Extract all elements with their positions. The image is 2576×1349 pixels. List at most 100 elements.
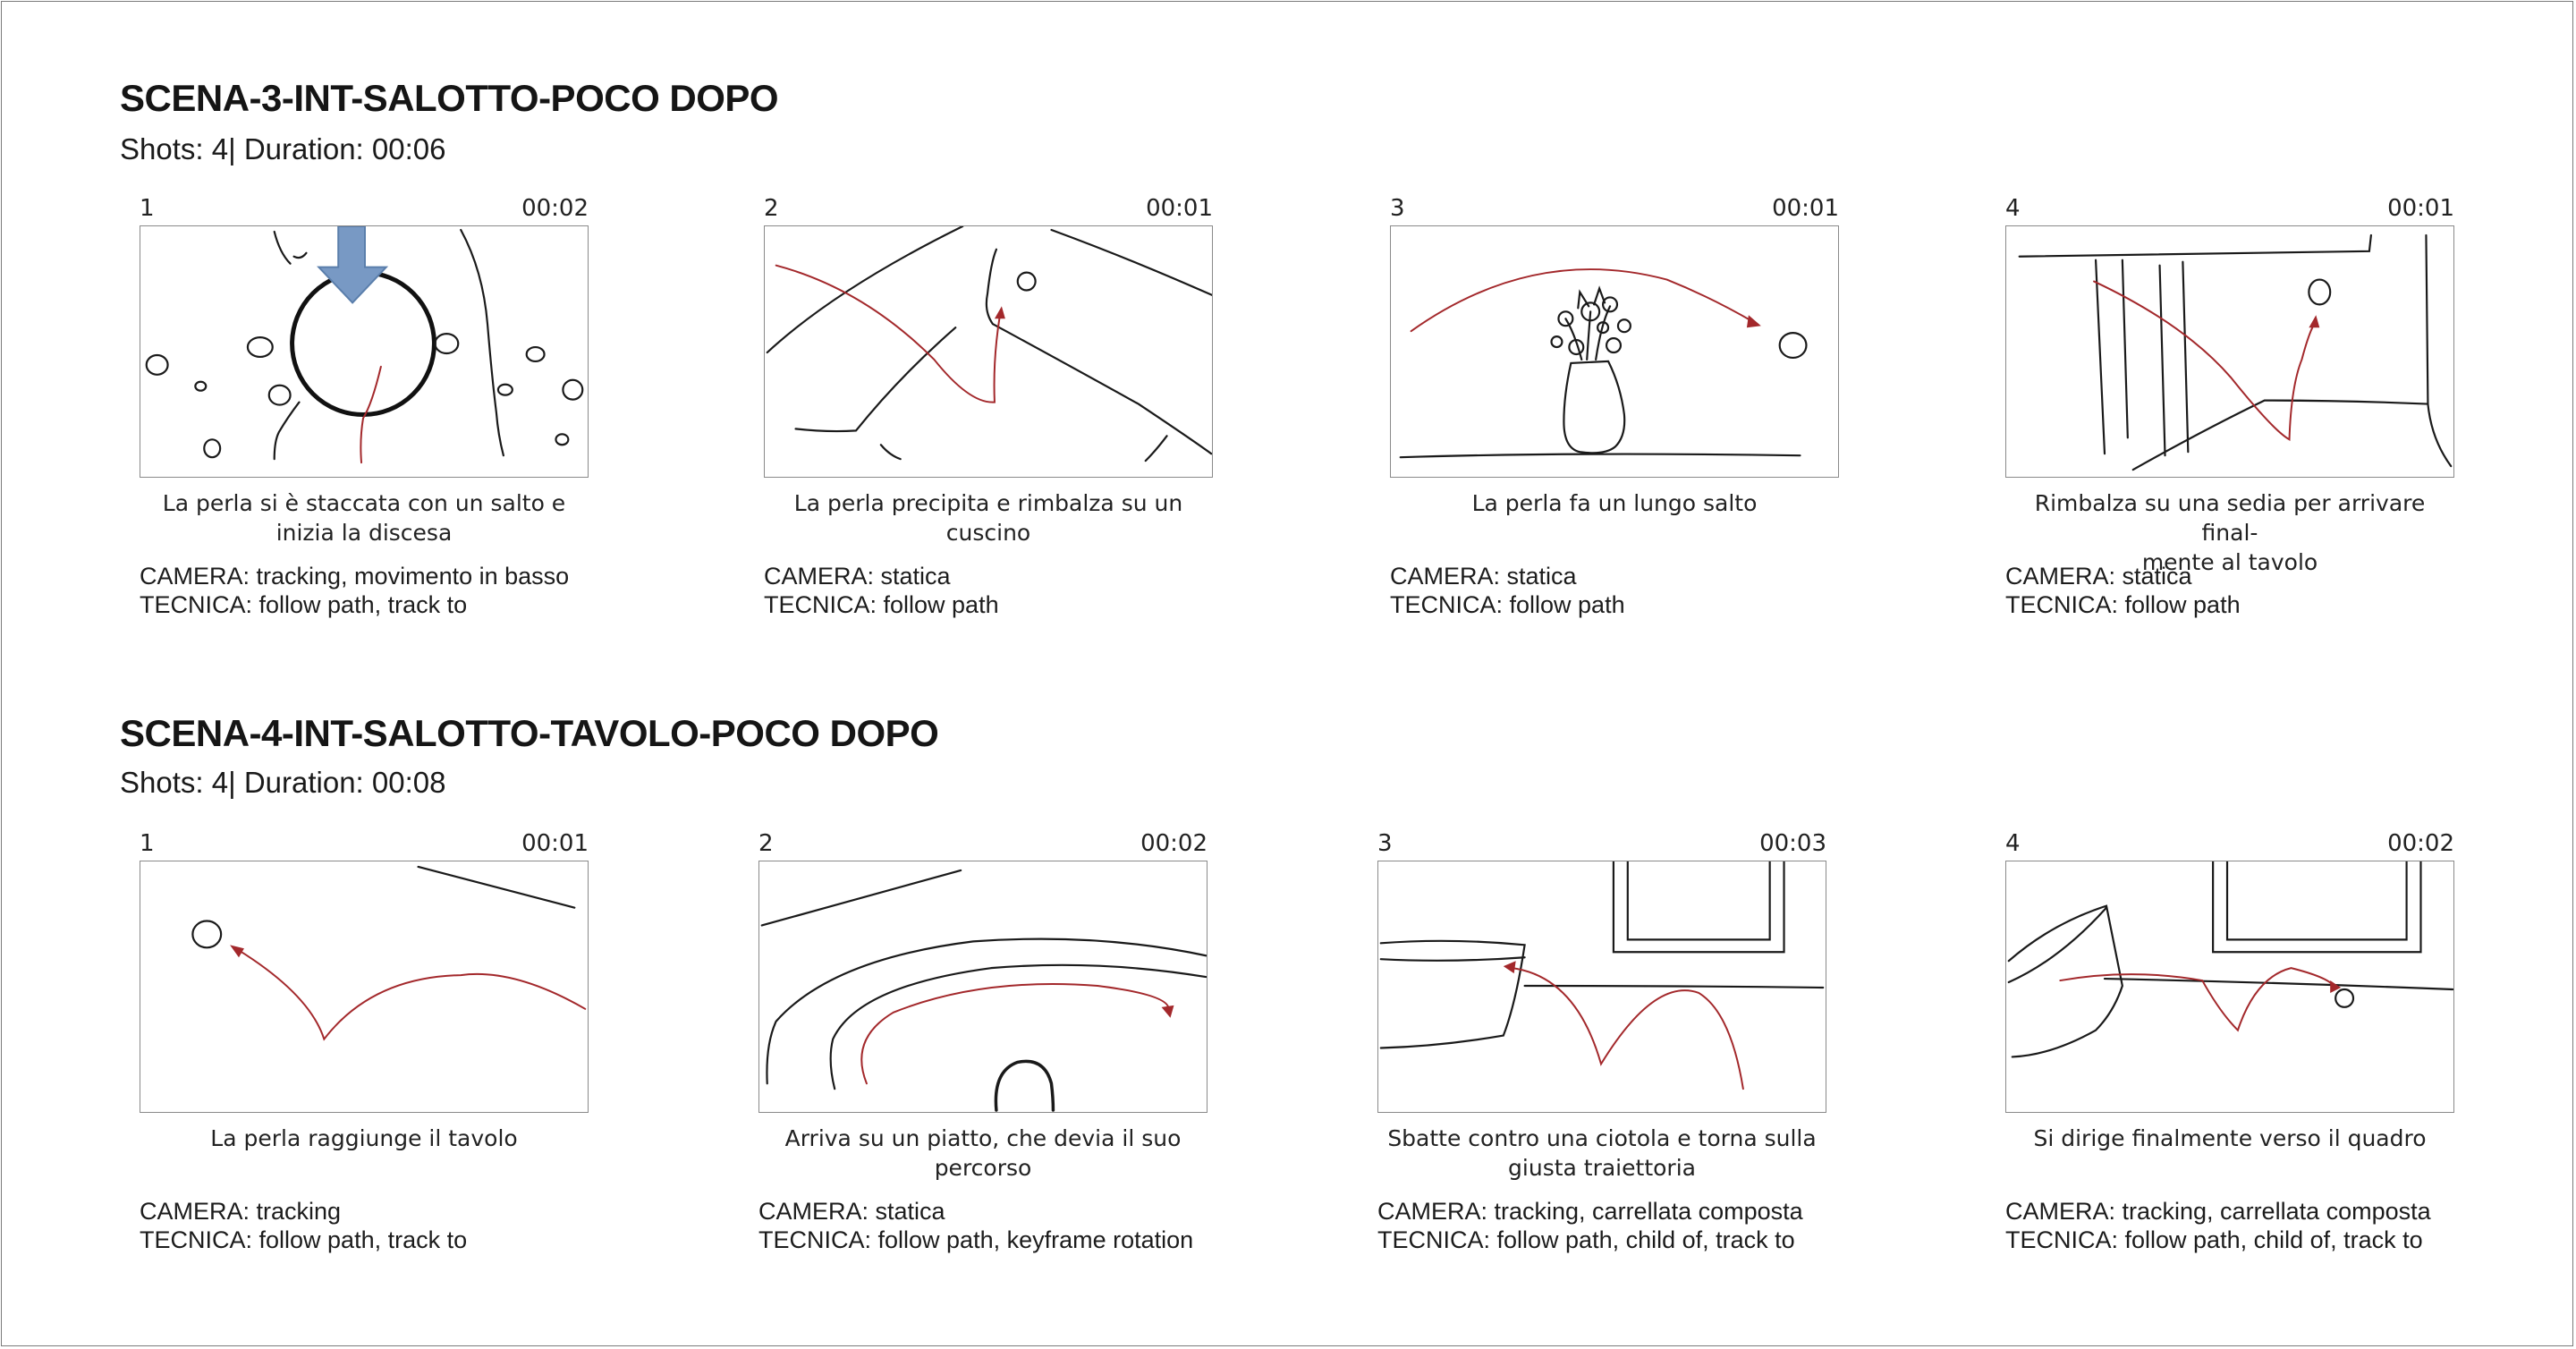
shot-header: 1 00:02 [140,195,589,225]
pearl-icon [2334,988,2355,1008]
shot-header: 4 00:02 [2005,830,2454,861]
sketch-drawing [1399,268,1808,459]
scene-3-shot-2: 2 00:01 La perla precipita e rimbalza su… [764,195,1213,619]
shot-number: 3 [1377,830,1393,857]
technique-note: TECNICA: follow path, child of, track to [1377,1226,1795,1253]
scene-4-meta: Shots: 4| Duration: 00:08 [120,766,446,799]
shot-number: 3 [1390,195,1405,222]
shot-notes: CAMERA: statica TECNICA: follow path [1390,562,1839,619]
pearl-icon [1778,332,1808,360]
camera-note: CAMERA: tracking, carrellata composta [1377,1198,1803,1225]
shot-description: La perla precipita e rimbalza su un cusc… [764,488,1213,547]
scene-3-meta: Shots: 4| Duration: 00:06 [120,132,446,165]
storyboard-frame [1390,225,1839,478]
shot-number: 1 [140,195,155,222]
storyboard-frame [140,225,589,478]
technique-note: TECNICA: follow path, track to [140,591,468,618]
camera-note: CAMERA: tracking [140,1198,342,1225]
sketch-drawing [760,869,1207,1112]
shot-header: 1 00:01 [140,830,589,861]
shot-description: La perla raggiunge il tavolo [140,1124,589,1183]
sketch-drawing [2007,861,2453,1058]
sketch-drawing [1379,861,1825,1090]
scene-4-shot-4: 4 00:02 Si dirige finalmente verso il qu… [2005,830,2454,1254]
shot-description: La perla si è staccata con un salto e in… [140,488,589,547]
description-line: La perla si è staccata con un salto e [162,490,566,516]
storyboard-frame [764,225,1213,478]
scene-4-title: SCENA-4-INT-SALOTTO-TAVOLO-POCO DOPO [120,712,939,754]
technique-note: TECNICA: follow path, keyframe rotation [758,1226,1194,1253]
storyboard-frame [1377,861,1826,1113]
scene-4-shot-2: 2 00:02 Arriva su un piatto, che devia i… [758,830,1208,1254]
technique-note: TECNICA: follow path [2005,591,2241,618]
technique-note: TECNICA: follow path [1390,591,1625,618]
shot-notes: CAMERA: tracking, carrellata composta TE… [1377,1197,1826,1254]
shot-notes: CAMERA: tracking, movimento in basso TEC… [140,562,589,619]
shot-description: Si dirige finalmente verso il quadro [2005,1124,2454,1183]
shot-duration: 00:01 [2387,195,2454,222]
shot-notes: CAMERA: statica TECNICA: follow path [764,562,1213,619]
technique-note: TECNICA: follow path, track to [140,1226,468,1253]
shot-description: Arriva su un piatto, che devia il suo pe… [758,1124,1208,1183]
description-line: mente al tavolo [2141,549,2318,575]
shot-number: 4 [2005,830,2021,857]
description-line: La perla fa un lungo salto [1471,490,1758,516]
camera-note: CAMERA: statica [1390,563,1577,590]
shot-number: 1 [140,830,155,857]
shot-notes: CAMERA: tracking, carrellata composta TE… [2005,1197,2454,1254]
shot-notes: CAMERA: statica TECNICA: follow path [2005,562,2454,619]
shot-description: Rimbalza su una sedia per arrivare final… [2005,488,2454,575]
description-line: La perla raggiunge il tavolo [210,1125,518,1151]
camera-note: CAMERA: statica [764,563,951,590]
shot-description: Sbatte contro una ciotola e torna sulla … [1377,1124,1826,1183]
storyboard-frame [758,861,1208,1113]
description-line: inizia la discesa [275,520,453,546]
description-line: giusta traiettoria [1508,1155,1696,1181]
sketch-drawing [191,865,587,1041]
pearl-icon [2308,278,2332,306]
technique-note: TECNICA: follow path, child of, track to [2005,1226,2423,1253]
scene-3-shot-4: 4 00:01 Rimbalza su una sedia per arriva… [2005,195,2454,619]
description-line: La perla precipita e rimbalza su un cusc… [793,490,1183,546]
shot-duration: 00:01 [1772,195,1839,222]
camera-note: CAMERA: statica [2005,563,2192,590]
shot-number: 4 [2005,195,2021,222]
camera-note: CAMERA: tracking, carrellata composta [2005,1198,2431,1225]
description-line: percorso [934,1155,1032,1181]
scene-4-shot-3: 3 00:03 Sbatte contro una ciotola e torn… [1377,830,1826,1254]
pearl-icon [191,920,223,949]
sketch-drawing [2018,233,2453,471]
shot-duration: 00:02 [521,195,589,222]
technique-note: TECNICA: follow path [764,591,999,618]
shot-duration: 00:02 [2387,830,2454,857]
shot-duration: 00:02 [1140,830,1208,857]
sketch-drawing [766,226,1212,462]
shot-number: 2 [764,195,779,222]
shot-description: La perla fa un lungo salto [1390,488,1839,547]
scene-3-shot-1: 1 00:02 La perla si è staccata con un sa… [140,195,589,619]
sketch-drawing [145,226,584,464]
description-line: Rimbalza su una sedia per arrivare final… [2034,490,2426,546]
shot-duration: 00:01 [1146,195,1213,222]
description-line: Sbatte contro una ciotola e torna sulla [1387,1125,1817,1151]
description-line: Si dirige finalmente verso il quadro [2033,1125,2427,1151]
pearl-icon [1016,271,1037,292]
camera-note: CAMERA: statica [758,1198,945,1225]
storyboard-frame [2005,225,2454,478]
shot-notes: CAMERA: tracking TECNICA: follow path, t… [140,1197,589,1254]
vase-of-flowers-icon [1550,285,1631,454]
shot-header: 3 00:01 [1390,195,1839,225]
down-arrow-icon [317,226,389,304]
pearl-icon [145,353,169,376]
storyboard-frame [140,861,589,1113]
shot-header: 3 00:03 [1377,830,1826,861]
scene-3-shot-3: 3 00:01 La perla fa un lungo [1390,195,1839,619]
scene-4-shot-1: 1 00:01 La perla raggiunge il tavolo CAM… [140,830,589,1254]
shot-number: 2 [758,830,774,857]
shot-header: 2 00:01 [764,195,1213,225]
shot-header: 4 00:01 [2005,195,2454,225]
shot-notes: CAMERA: statica TECNICA: follow path, ke… [758,1197,1208,1254]
shot-duration: 00:01 [521,830,589,857]
shot-header: 2 00:02 [758,830,1208,861]
